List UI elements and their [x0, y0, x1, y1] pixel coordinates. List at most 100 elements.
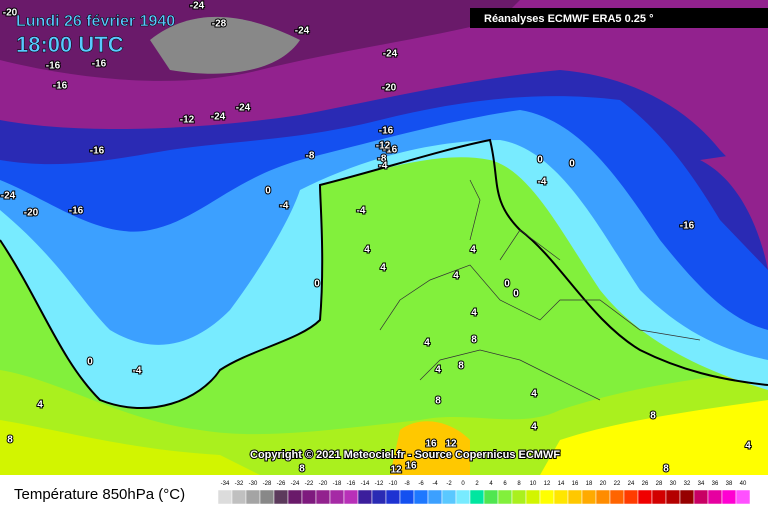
contour-label: -12 [180, 115, 195, 126]
legend-tick-label: -8 [404, 481, 410, 487]
contour-label: -24 [211, 112, 226, 123]
legend-tick-label: -14 [361, 481, 370, 487]
legend-swatch [301, 489, 317, 505]
cold-zone [150, 16, 300, 74]
contour-label: 8 [471, 335, 477, 346]
contour-label: -4 [379, 161, 388, 172]
legend-tick-label: -18 [333, 481, 342, 487]
contour-label: -24 [190, 1, 205, 12]
legend-swatch [595, 489, 611, 505]
legend-swatch [357, 489, 373, 505]
legend-tick-label: 28 [656, 481, 663, 487]
legend-tick-label: 4 [489, 481, 493, 487]
legend-swatch [385, 489, 401, 505]
legend-swatch [735, 489, 751, 505]
legend-tick-label: 22 [614, 481, 621, 487]
contour-label: -16 [46, 61, 61, 72]
legend-swatch [315, 489, 331, 505]
legend-tick-label: -10 [389, 481, 398, 487]
legend-swatch [217, 489, 233, 505]
contour-label: -4 [133, 366, 142, 377]
legend-tick-label: -30 [249, 481, 258, 487]
legend-tick-label: -26 [277, 481, 286, 487]
legend-swatch [427, 489, 443, 505]
legend-swatch [329, 489, 345, 505]
legend-tick-label: 26 [642, 481, 649, 487]
date-label: Lundi 26 février 1940 [16, 13, 175, 30]
contour-label: 0 [513, 289, 519, 300]
contour-label: -16 [383, 145, 398, 156]
legend-tick-label: 14 [558, 481, 565, 487]
contour-label: -4 [357, 206, 366, 217]
contour-label: -20 [382, 83, 397, 94]
contour-label: -24 [1, 191, 16, 202]
contour-label: 4 [453, 271, 459, 282]
contour-label: -4 [538, 177, 547, 188]
legend-tick-label: -24 [291, 481, 300, 487]
contour-label: -16 [92, 59, 107, 70]
contour-label: 8 [458, 361, 464, 372]
contour-label: -16 [90, 146, 105, 157]
legend-tick-label: -22 [305, 481, 314, 487]
legend-swatch [511, 489, 527, 505]
legend-swatch [679, 489, 695, 505]
contour-label: -24 [383, 49, 398, 60]
legend-swatch [721, 489, 737, 505]
legend-tick-label: 34 [698, 481, 705, 487]
legend-swatch [399, 489, 415, 505]
legend-tick-label: 6 [503, 481, 507, 487]
legend-title: Température 850hPa (°C) [14, 486, 185, 503]
legend-swatch [413, 489, 429, 505]
legend-swatch [651, 489, 667, 505]
contour-label: 16 [405, 461, 417, 472]
warm-zone [0, 420, 260, 475]
coastline [379, 179, 701, 401]
legend-swatch [371, 489, 387, 505]
legend-tick-label: 24 [628, 481, 635, 487]
contour-label: 4 [745, 441, 751, 452]
contour-label: -20 [3, 8, 18, 19]
contour-label: 0 [87, 357, 93, 368]
legend-swatch [469, 489, 485, 505]
legend-tick-label: 16 [572, 481, 579, 487]
cold-zone [700, 150, 768, 270]
legend-swatch [637, 489, 653, 505]
time-label: 18:00 UTC [16, 32, 124, 57]
source-label: Réanalyses ECMWF ERA5 0.25 ° [484, 13, 653, 25]
contour-label: -16 [53, 81, 68, 92]
legend-swatch [707, 489, 723, 505]
contour-label: 4 [435, 365, 441, 376]
contour-label: -8 [378, 154, 387, 165]
legend-swatch [231, 489, 247, 505]
contour-label: 4 [424, 338, 430, 349]
legend-swatch [259, 489, 275, 505]
legend-swatch [581, 489, 597, 505]
legend-tick-label: -16 [347, 481, 356, 487]
legend-tick-label: 30 [670, 481, 677, 487]
legend-swatch [623, 489, 639, 505]
legend-swatch [441, 489, 457, 505]
contour-label: -4 [280, 201, 289, 212]
contour-label: 4 [531, 422, 537, 433]
contour-label: 8 [7, 435, 13, 446]
legend-swatch [567, 489, 583, 505]
contour-label: 4 [364, 245, 370, 256]
legend-tick-label: -20 [319, 481, 328, 487]
legend-tick-label: -6 [418, 481, 424, 487]
contour-label: -16 [680, 221, 695, 232]
legend-tick-label: 40 [740, 481, 747, 487]
legend-swatch [483, 489, 499, 505]
legend-swatch [343, 489, 359, 505]
contour-label: 0 [569, 159, 575, 170]
contour-label: -24 [295, 26, 310, 37]
legend-swatch [525, 489, 541, 505]
legend-tick-label: -12 [375, 481, 384, 487]
legend-tick-label: 38 [726, 481, 733, 487]
legend-swatch [287, 489, 303, 505]
zero-isotherm [0, 138, 768, 409]
contour-label: 12 [445, 439, 457, 450]
legend-swatch [693, 489, 709, 505]
legend-tick-label: -2 [446, 481, 452, 487]
